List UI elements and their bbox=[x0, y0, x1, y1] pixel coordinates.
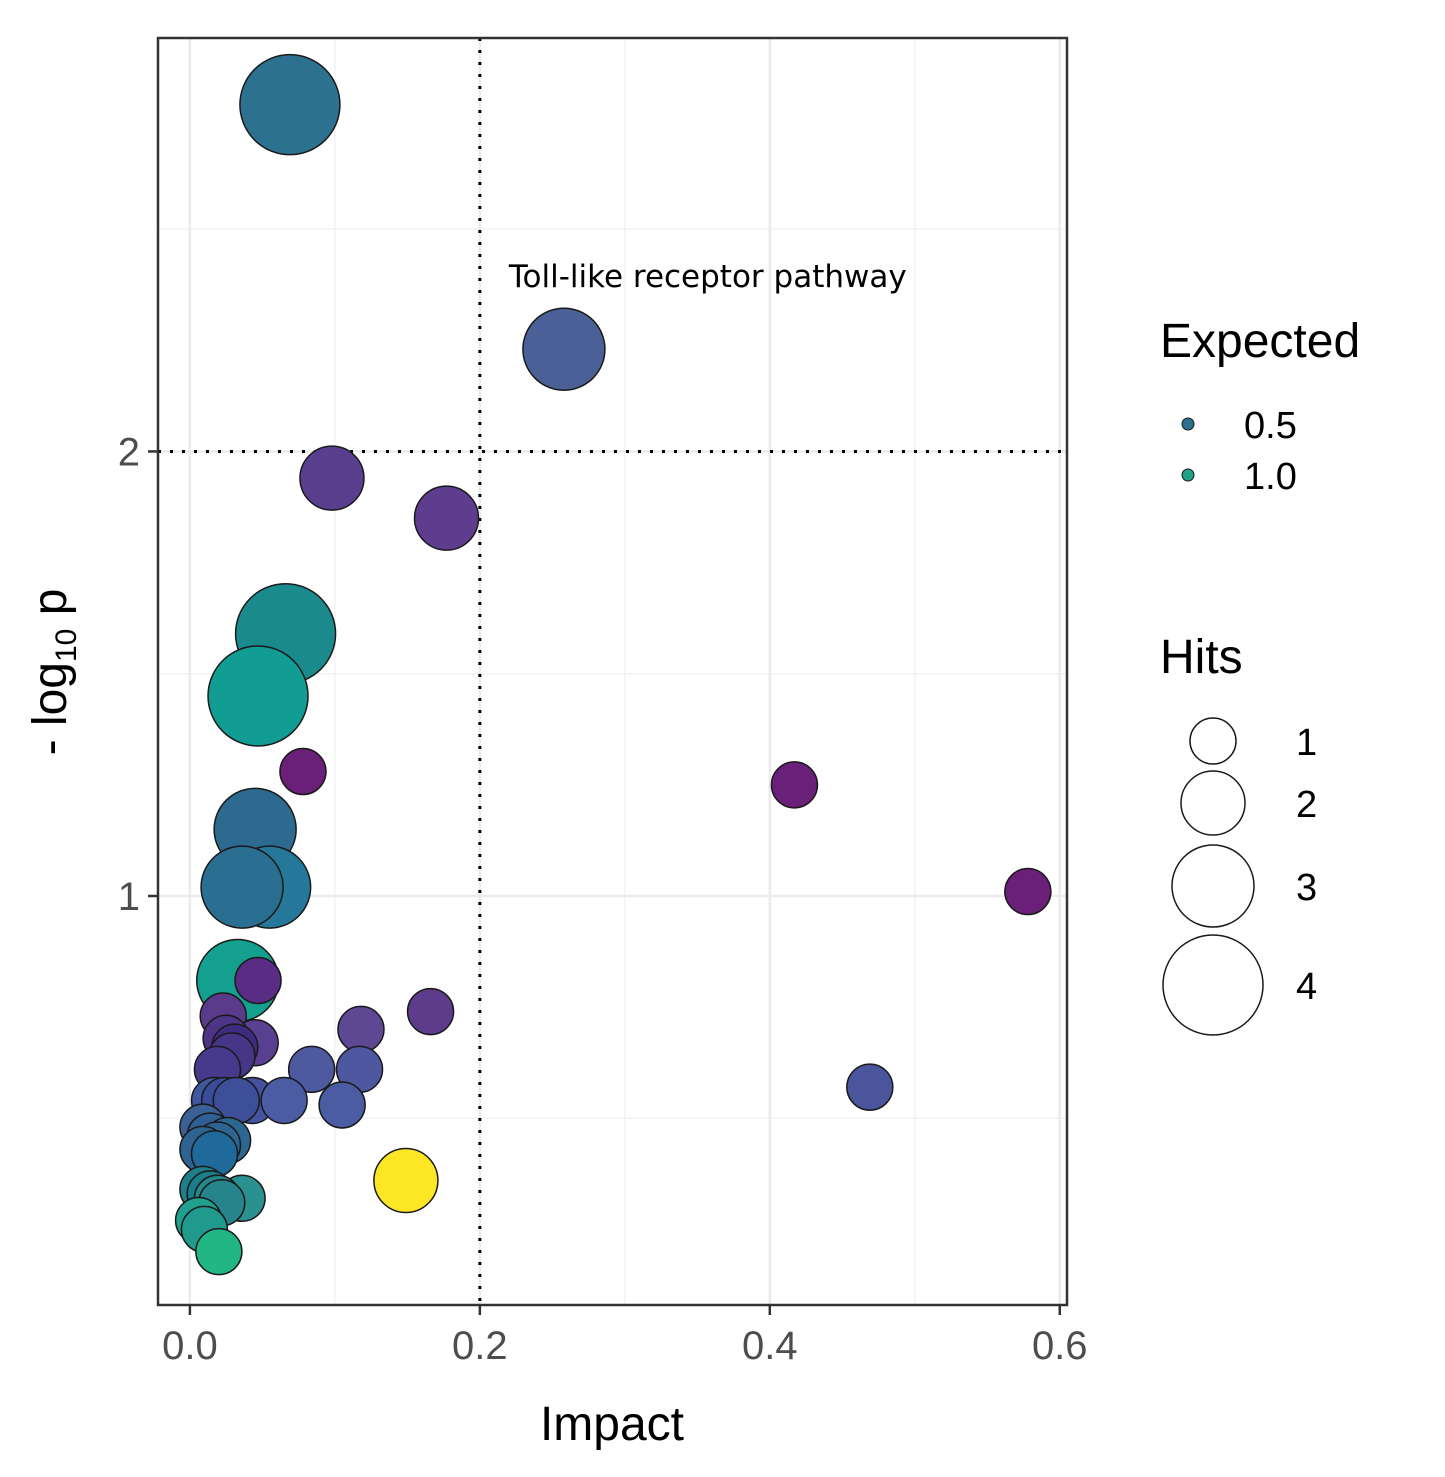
plot-border bbox=[156, 36, 1069, 1307]
y-tick-label: 1 bbox=[118, 875, 140, 919]
data-point bbox=[279, 747, 327, 796]
data-point bbox=[337, 1005, 385, 1054]
data-points bbox=[174, 53, 1052, 1276]
data-point bbox=[522, 307, 606, 391]
data-point bbox=[239, 53, 341, 156]
x-axis: 0.0 0.2 0.4 0.6 bbox=[162, 1305, 1088, 1368]
y-axis-title-prefix: - log bbox=[24, 662, 77, 755]
data-point bbox=[770, 761, 819, 809]
x-axis-title: Impact bbox=[540, 1398, 684, 1451]
data-point bbox=[846, 1063, 894, 1111]
legend-color-entries: 0.51.0 bbox=[1181, 405, 1297, 498]
legend-color-label: 0.5 bbox=[1244, 405, 1297, 447]
legend-color-key bbox=[1181, 417, 1195, 431]
y-axis-title-subscript: 10 bbox=[50, 629, 83, 662]
data-point bbox=[373, 1147, 439, 1214]
legend-size-key bbox=[1162, 934, 1264, 1036]
legend-size-key bbox=[1171, 844, 1255, 928]
legend-size-key bbox=[1180, 770, 1246, 836]
data-point bbox=[1004, 867, 1052, 916]
data-point bbox=[234, 956, 282, 1005]
y-axis: 12 bbox=[118, 430, 158, 919]
legend-size-label: 3 bbox=[1296, 867, 1317, 909]
legend-size-title: Hits bbox=[1160, 631, 1243, 684]
annotation-label: Toll-like receptor pathway bbox=[508, 259, 907, 295]
y-axis-title: - log10 p bbox=[24, 589, 83, 756]
legend-size-label: 2 bbox=[1296, 784, 1317, 826]
data-point bbox=[287, 1045, 336, 1094]
reference-lines bbox=[158, 38, 1067, 1305]
x-tick-label: 0.4 bbox=[742, 1324, 798, 1368]
data-point bbox=[200, 845, 284, 929]
grid bbox=[158, 38, 1067, 1305]
x-tick-label: 0.0 bbox=[162, 1324, 218, 1368]
data-point bbox=[195, 1227, 243, 1276]
legend-size-key bbox=[1189, 717, 1237, 765]
legend-color-label: 1.0 bbox=[1244, 456, 1297, 498]
x-tick-label: 0.2 bbox=[452, 1324, 508, 1368]
legend-color-key bbox=[1181, 468, 1195, 482]
legend-size-entries: 1 2 3 4 bbox=[1162, 717, 1317, 1036]
data-point bbox=[413, 485, 480, 551]
data-point bbox=[207, 645, 309, 747]
y-tick-label: 2 bbox=[118, 430, 140, 474]
x-tick-label: 0.6 bbox=[1032, 1324, 1088, 1368]
y-axis-title-suffix: p bbox=[24, 589, 77, 629]
legend-size-label: 1 bbox=[1296, 722, 1317, 764]
data-point bbox=[260, 1076, 308, 1125]
legend-size-label: 4 bbox=[1296, 966, 1317, 1008]
data-point bbox=[318, 1081, 366, 1129]
data-point bbox=[299, 445, 365, 511]
legend-color-title: Expected bbox=[1160, 315, 1360, 368]
data-point bbox=[406, 987, 455, 1036]
